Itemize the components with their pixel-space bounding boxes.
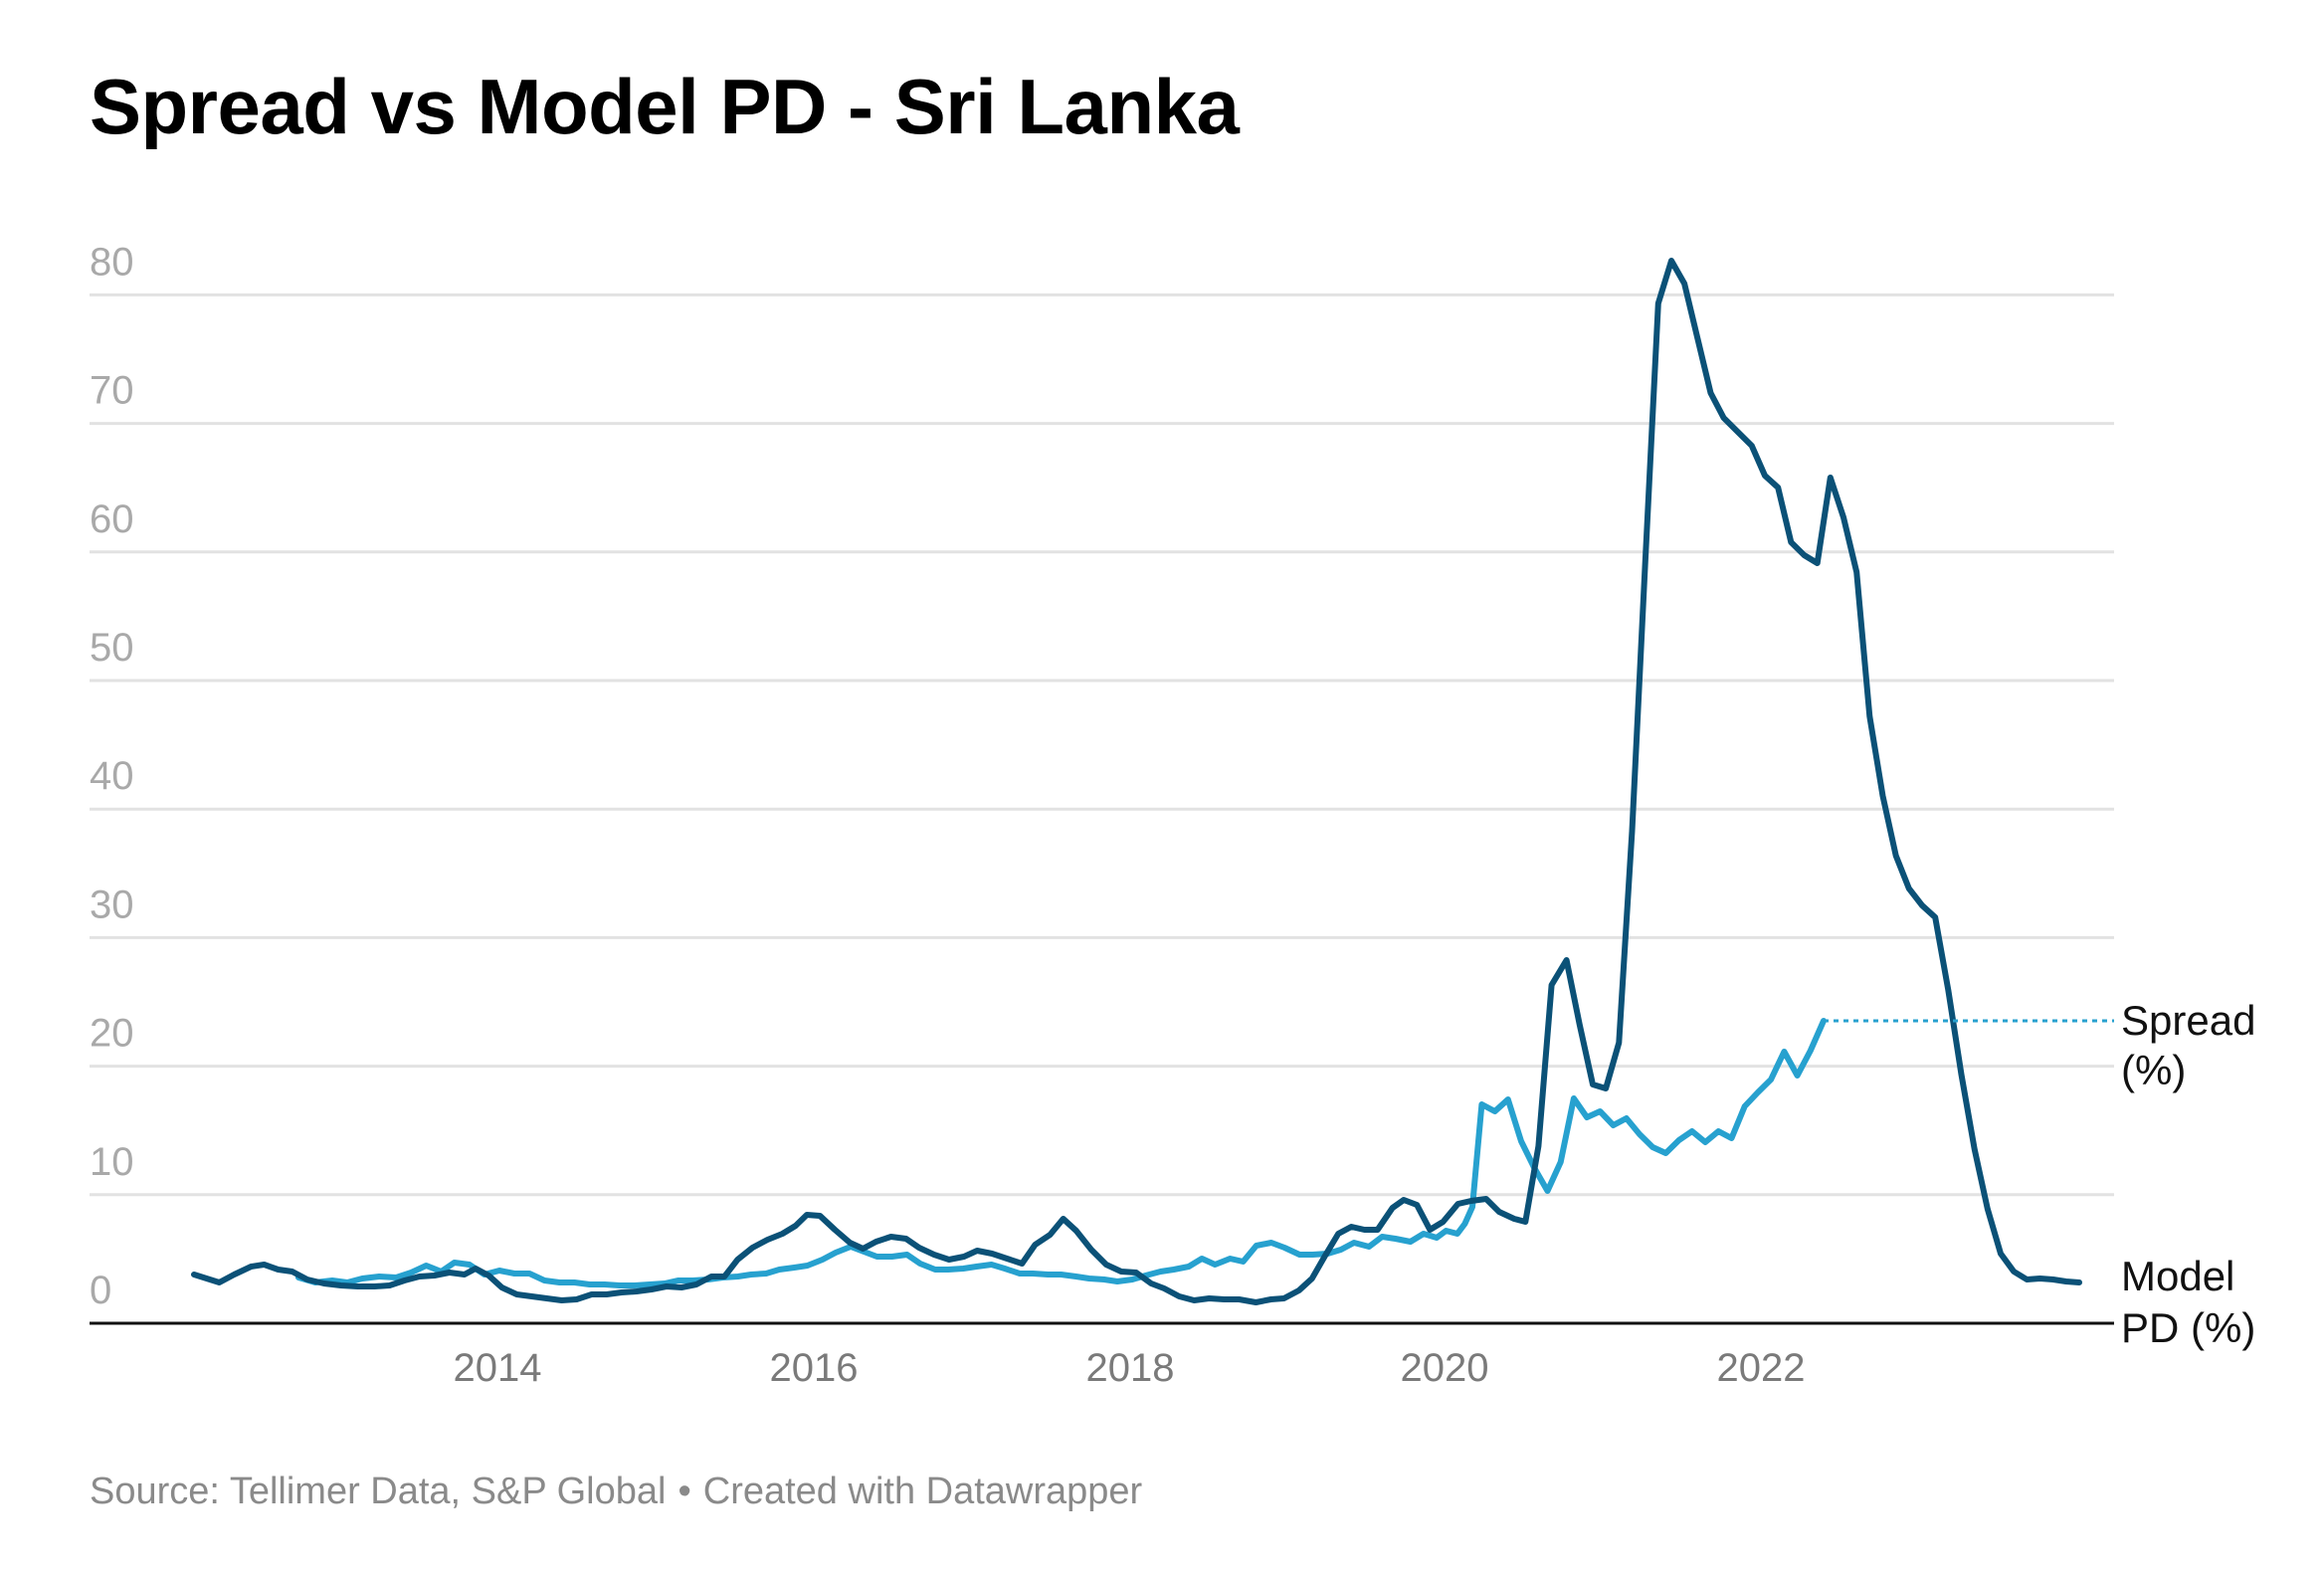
x-tick-label: 2014	[454, 1346, 542, 1390]
footer: Source: Tellimer Data, S&P Global • Create…	[90, 1471, 1142, 1513]
x-tick-label: 2022	[1717, 1346, 1806, 1390]
y-tick-label: 70	[90, 369, 134, 413]
x-tick-label: 2020	[1401, 1346, 1489, 1390]
x-tick-label: 2016	[770, 1346, 859, 1390]
y-tick-label: 30	[90, 883, 134, 926]
model-pd-line	[191, 258, 2082, 1305]
series-labels: Spread (%) Model PD (%)	[2121, 997, 2255, 1351]
chart-title: Spread vs Model PD - Sri Lanka	[90, 63, 1240, 150]
y-tick-label: 0	[90, 1269, 111, 1312]
credit-note: Created with Datawrapper	[702, 1471, 1143, 1512]
y-tick-label: 10	[90, 1140, 134, 1184]
y-tick-label: 40	[90, 754, 134, 798]
source-note: Source: Tellimer Data, S&P Global	[90, 1471, 667, 1512]
spread-series-label: Spread (%)	[2121, 997, 2255, 1093]
model-pd-series-label: Model PD (%)	[2121, 1253, 2255, 1351]
spread-label-line: (%)	[2121, 1047, 2186, 1093]
spread-label-line: Spread	[2121, 997, 2255, 1044]
footer-separator: •	[678, 1471, 691, 1512]
x-axis-ticks: 2014 2016 2018 2020 2022	[454, 1346, 1806, 1390]
model-pd-label-line: PD (%)	[2121, 1304, 2255, 1351]
gridlines	[90, 293, 2114, 1325]
y-tick-label: 20	[90, 1012, 134, 1056]
y-axis-ticks: 0 10 20 30 40 50 60 70 80	[90, 240, 134, 1312]
y-tick-label: 50	[90, 626, 134, 670]
y-tick-label: 80	[90, 240, 134, 284]
spread-line	[295, 1018, 1827, 1288]
x-tick-label: 2018	[1086, 1346, 1175, 1390]
y-tick-label: 60	[90, 497, 134, 541]
model-pd-label-line: Model	[2121, 1253, 2234, 1299]
series-lines	[191, 258, 2114, 1305]
